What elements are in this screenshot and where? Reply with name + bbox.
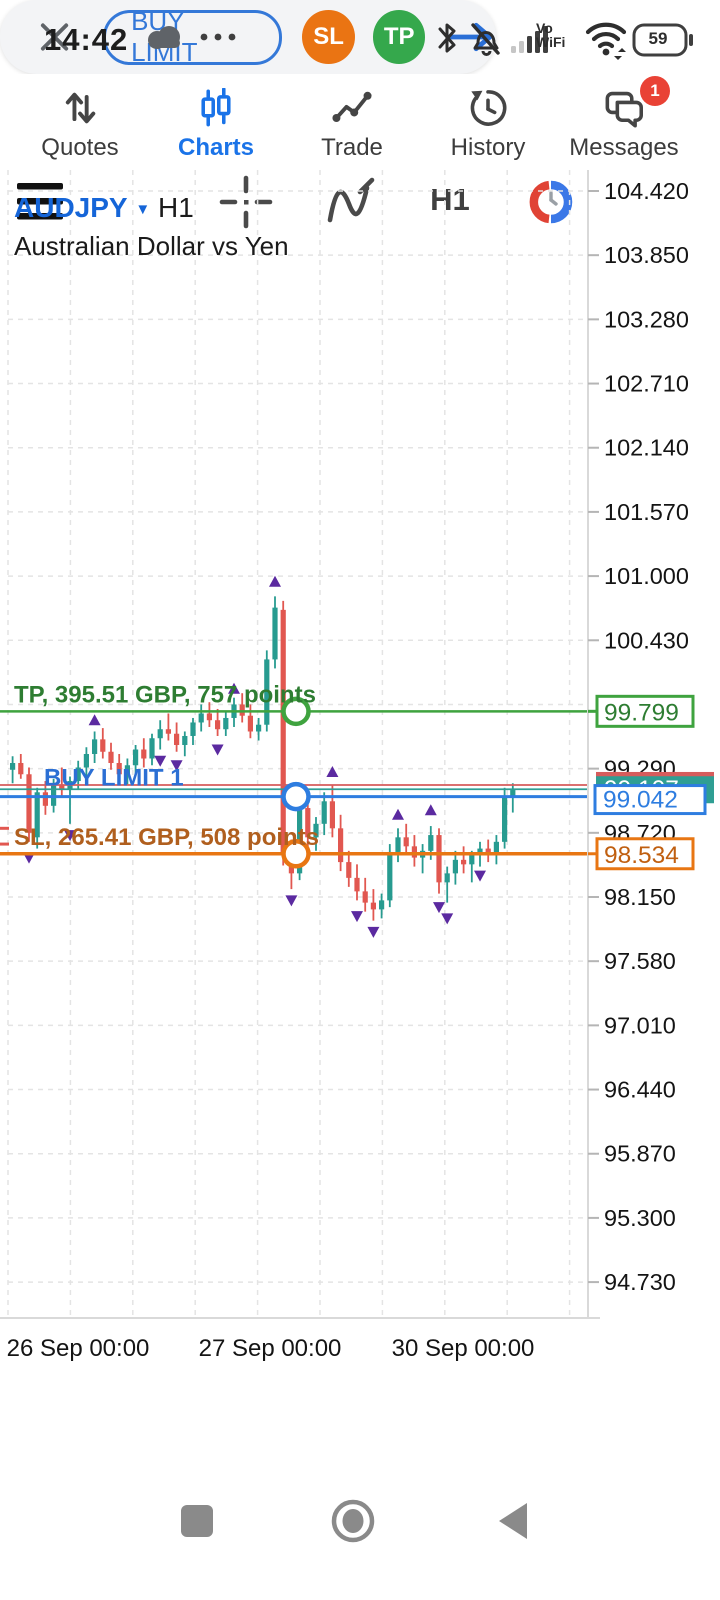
close-icon[interactable]: [38, 20, 71, 54]
svg-text:101.570: 101.570: [604, 499, 689, 525]
vowifi-line1: Vo: [536, 20, 553, 36]
vowifi-indicator: Vo WiFi: [536, 21, 565, 49]
nav-label-messages: Messages: [569, 134, 679, 161]
history-icon: [470, 90, 507, 126]
wifi-icon: [585, 22, 627, 60]
symbol-selector[interactable]: AUDJPY: [14, 192, 128, 223]
svg-text:99.799: 99.799: [604, 699, 679, 726]
candlestick-chart[interactable]: 104.420 103.850 103.280 102.710 102.140 101.5…: [0, 170, 720, 1380]
bluetooth-icon: [438, 23, 456, 53]
svg-text:95.870: 95.870: [604, 1141, 676, 1167]
svg-text:94.730: 94.730: [604, 1269, 676, 1295]
nav-item-quotes[interactable]: Quotes: [12, 74, 148, 182]
chart-area[interactable]: 104.420 103.850 103.280 102.710 102.140 101.5…: [0, 170, 720, 1380]
home-button[interactable]: [330, 1498, 376, 1544]
svg-text:95.300: 95.300: [604, 1205, 676, 1231]
quotes-icon: [65, 92, 96, 124]
nav-item-history[interactable]: History: [420, 74, 556, 182]
menu-icon[interactable]: [16, 180, 64, 224]
timeframe-button[interactable]: H1: [430, 182, 470, 217]
more-dots-icon: [200, 33, 236, 41]
sl-handle[interactable]: [281, 839, 311, 869]
svg-text:99.042: 99.042: [603, 787, 678, 814]
svg-text:SL, 265.41 GBP, 508 points: SL, 265.41 GBP, 508 points: [14, 824, 319, 851]
nav-label-quotes: Quotes: [41, 134, 119, 161]
charts-icon: [201, 88, 231, 127]
messages-icon: [605, 91, 643, 128]
signal-strength-icon: [511, 26, 548, 53]
svg-text:TP, 395.51 GBP, 757 points: TP, 395.51 GBP, 757 points: [14, 681, 316, 708]
status-bar: 14:42 Vo WiFi 59: [0, 0, 720, 80]
sl-button[interactable]: SL: [302, 10, 355, 64]
order-handle[interactable]: [281, 781, 311, 812]
svg-text:27 Sep 00:00: 27 Sep 00:00: [199, 1335, 342, 1362]
nav-label-history: History: [450, 134, 526, 161]
notifications-muted-icon: [471, 23, 500, 56]
svg-text:102.710: 102.710: [604, 371, 689, 397]
nav-item-messages[interactable]: Messages 1: [556, 74, 692, 182]
symbol-description: Australian Dollar vs Yen: [14, 231, 289, 261]
weather-cloud-icon: [148, 26, 180, 49]
vowifi-line2: WiFi: [536, 34, 566, 50]
order-action-bar: BUY LIMIT SL TP: [0, 0, 496, 74]
svg-text:BUY LIMIT 1: BUY LIMIT 1: [44, 765, 184, 792]
android-navigation-bar: [0, 1480, 720, 1600]
chart-header: AUDJPY ▼ H1 Australian Dollar vs Yen: [14, 192, 289, 262]
svg-text:103.850: 103.850: [604, 242, 689, 268]
nav-label-trade: Trade: [321, 134, 383, 161]
objects-icon[interactable]: [527, 178, 575, 226]
svg-text:98.534: 98.534: [604, 842, 679, 869]
nav-label-charts: Charts: [177, 134, 255, 161]
svg-text:30 Sep 00:00: 30 Sep 00:00: [392, 1335, 535, 1362]
back-button[interactable]: [494, 1500, 532, 1542]
svg-text:100.430: 100.430: [604, 627, 689, 653]
svg-text:97.010: 97.010: [604, 1012, 676, 1038]
recents-button[interactable]: [178, 1502, 216, 1540]
svg-text:96.440: 96.440: [604, 1077, 676, 1103]
messages-badge: 1: [640, 76, 670, 106]
tp-handle[interactable]: [281, 696, 311, 727]
dropdown-caret-icon[interactable]: ▼: [135, 201, 151, 218]
bottom-navigation: Quotes Charts Trade History Mess: [0, 74, 720, 182]
nav-item-charts[interactable]: Charts: [148, 74, 284, 182]
svg-text:104.420: 104.420: [604, 178, 689, 204]
svg-text:98.150: 98.150: [604, 884, 676, 910]
clock: 14:42: [44, 22, 129, 57]
battery-icon: [632, 23, 693, 57]
crosshair-icon[interactable]: [218, 174, 274, 230]
svg-text:97.580: 97.580: [604, 948, 676, 974]
chart-title: AUDJPY ▼ H1: [14, 192, 289, 224]
svg-text:101.000: 101.000: [604, 563, 689, 589]
header-timeframe: H1: [158, 192, 194, 223]
trade-icon: [332, 91, 372, 122]
tp-button[interactable]: TP: [372, 10, 426, 64]
svg-text:102.140: 102.140: [604, 435, 689, 461]
nav-item-trade[interactable]: Trade: [284, 74, 420, 182]
svg-text:103.280: 103.280: [604, 306, 689, 332]
battery-percent: 59: [648, 29, 668, 48]
indicators-icon[interactable]: [322, 174, 378, 230]
svg-text:26 Sep 00:00: 26 Sep 00:00: [7, 1335, 150, 1362]
